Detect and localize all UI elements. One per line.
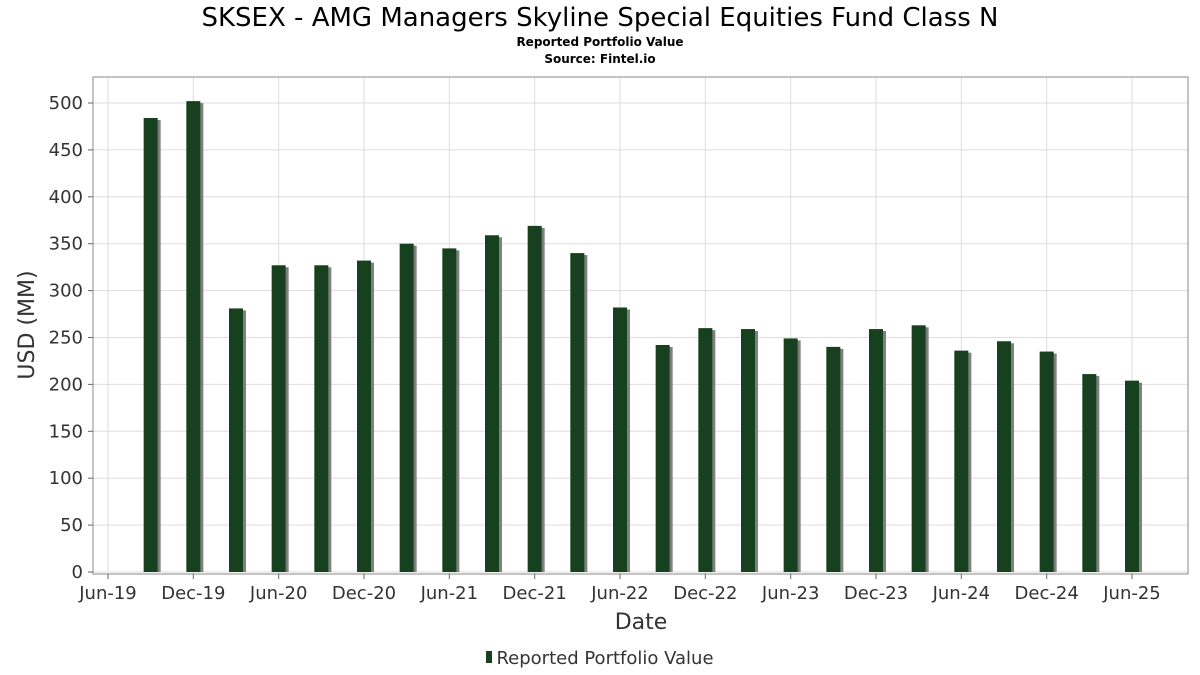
x-tick-label: Dec-23 (844, 583, 908, 604)
legend-swatch (486, 651, 493, 663)
y-axis: 0 50 100 150 200 250 300 350 400 450 500 (49, 93, 93, 583)
x-tick-label: Dec-24 (1015, 583, 1079, 604)
y-tick-label: 500 (49, 93, 83, 114)
plot-area (92, 76, 1189, 575)
x-tick-label: Jun-23 (761, 583, 820, 604)
y-tick-label: 200 (49, 374, 83, 395)
chart-subtitle: Reported Portfolio Value (516, 35, 684, 49)
y-axis-label: USD (MM) (15, 270, 40, 379)
bar (314, 265, 329, 572)
x-axis-label: Date (615, 610, 668, 635)
bar (186, 101, 201, 573)
y-tick-label: 250 (49, 328, 83, 349)
bar (357, 260, 371, 572)
x-axis: Jun-19 Dec-19 Jun-20 Dec-20 Jun-21 Dec-21 Jun-… (78, 574, 1161, 604)
bar (143, 118, 158, 573)
chart-source: Source: Fintel.io (544, 52, 656, 66)
x-tick-label: Jun-19 (78, 583, 137, 604)
legend-label: Reported Portfolio Value (496, 648, 714, 669)
x-tick-label: Jun-22 (590, 583, 649, 604)
y-tick-label: 50 (60, 515, 83, 536)
bar (229, 308, 243, 572)
bar (442, 248, 457, 572)
bar (399, 243, 414, 572)
bar (997, 341, 1011, 572)
y-tick-label: 100 (49, 468, 83, 489)
y-tick-label: 300 (49, 281, 83, 302)
bar (954, 350, 969, 572)
bar (1125, 380, 1139, 572)
bar (698, 328, 713, 572)
bar (741, 329, 755, 572)
x-tick-label: Dec-19 (161, 583, 225, 604)
x-tick-label: Jun-25 (1102, 583, 1161, 604)
x-tick-label: Jun-20 (249, 583, 308, 604)
bar (613, 307, 627, 572)
y-tick-label: 450 (49, 140, 83, 161)
bar (485, 235, 499, 572)
bar (655, 345, 670, 572)
bar (271, 265, 286, 572)
y-tick-label: 400 (49, 187, 83, 208)
bar (527, 225, 542, 573)
legend: Reported Portfolio Value (0, 648, 1200, 670)
bar (1039, 351, 1054, 572)
x-tick-label: Jun-24 (932, 583, 991, 604)
bar (783, 338, 798, 572)
y-tick-label: 0 (72, 562, 83, 583)
grid-lines (93, 77, 1188, 574)
bar (911, 325, 926, 572)
bar (869, 329, 883, 572)
x-tick-label: Dec-22 (673, 583, 737, 604)
x-tick-label: Jun-21 (420, 583, 479, 604)
bar (826, 346, 841, 572)
x-tick-label: Dec-20 (332, 583, 396, 604)
bar (1082, 374, 1097, 572)
bars (143, 101, 1142, 573)
y-tick-label: 150 (49, 421, 83, 442)
x-tick-label: Dec-21 (503, 583, 567, 604)
y-tick-label: 350 (49, 234, 83, 255)
chart-title: SKSEX - AMG Managers Skyline Special Equ… (201, 3, 999, 33)
bar (570, 253, 585, 572)
